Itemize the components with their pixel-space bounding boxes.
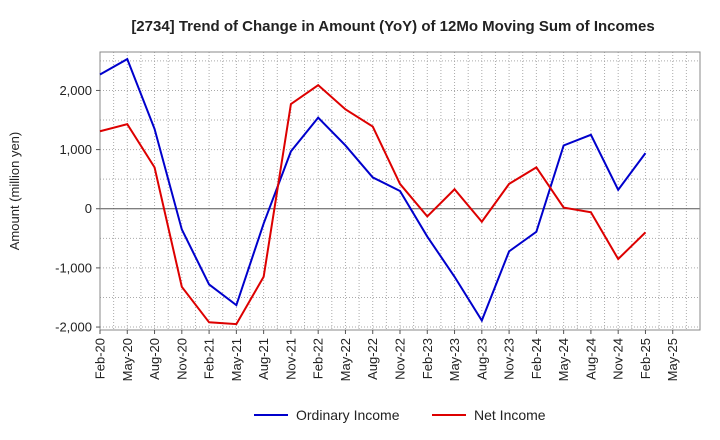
x-tick-label: Nov-23	[502, 338, 517, 380]
legend: Ordinary Income Net Income	[254, 407, 546, 423]
x-tick-label: May-24	[556, 338, 571, 381]
x-tick-label: Nov-24	[611, 338, 626, 380]
y-tick-label: 1,000	[59, 142, 92, 157]
x-tick-label: Nov-22	[393, 338, 408, 380]
x-tick-label: Nov-21	[283, 338, 298, 380]
x-tick-label: Aug-24	[583, 338, 598, 380]
legend-label: Ordinary Income	[296, 407, 400, 423]
series-group	[99, 57, 647, 326]
x-tick-label: Nov-20	[174, 338, 189, 380]
x-tick-label: Feb-24	[529, 338, 544, 379]
x-axis: Feb-20 May-20 Aug-20 Nov-20 Feb-21 May-21 Aug-…	[93, 330, 680, 381]
y-tick-label: -1,000	[55, 260, 92, 275]
y-axis: -2,000 -1,000 0 1,000 2,000	[55, 83, 100, 335]
x-tick-label: May-21	[229, 338, 244, 381]
y-tick-label: 0	[85, 201, 92, 216]
series-line-net-income	[99, 83, 647, 326]
x-tick-label: Aug-20	[147, 338, 162, 380]
x-tick-label: Feb-21	[202, 338, 217, 379]
x-tick-label: Feb-25	[638, 338, 653, 379]
x-tick-label: Feb-22	[311, 338, 326, 379]
x-tick-label: May-25	[665, 338, 680, 381]
series-line-ordinary-income	[99, 57, 647, 323]
x-tick-label: Aug-23	[474, 338, 489, 380]
y-tick-label: 2,000	[59, 83, 92, 98]
y-axis-label: Amount (million yen)	[7, 132, 22, 251]
legend-label: Net Income	[474, 407, 546, 423]
y-tick-label: -2,000	[55, 320, 92, 335]
x-tick-label: May-22	[338, 338, 353, 381]
x-tick-label: May-20	[120, 338, 135, 381]
x-tick-label: Feb-20	[93, 338, 108, 379]
x-tick-label: Aug-21	[256, 338, 271, 380]
x-tick-label: Feb-23	[420, 338, 435, 379]
x-tick-label: Aug-22	[365, 338, 380, 380]
x-tick-label: May-23	[447, 338, 462, 381]
chart-title: [2734] Trend of Change in Amount (YoY) o…	[131, 18, 654, 35]
